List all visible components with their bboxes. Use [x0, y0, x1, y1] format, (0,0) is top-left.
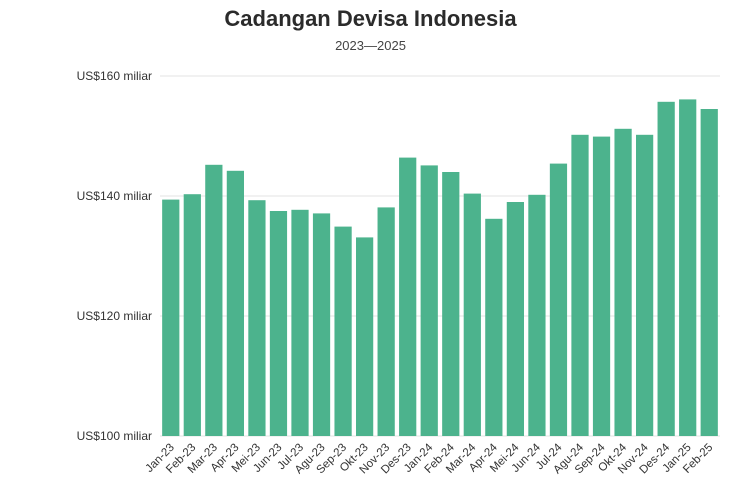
bar-feb-23 [183, 194, 201, 436]
bar-jan-24 [420, 165, 438, 436]
bar-nov-23 [377, 207, 395, 436]
bar-agu-24 [571, 134, 589, 437]
bar-feb-25 [700, 109, 718, 436]
y-tick-label: US$160 miliar [77, 69, 152, 83]
bar-jun-23 [269, 211, 288, 436]
y-tick-label: US$100 miliar [77, 429, 152, 443]
bar-apr-23 [226, 170, 244, 437]
bar-nov-24 [636, 134, 654, 437]
bar-agu-23 [312, 213, 331, 436]
chart-subtitle: 2023—2025 [335, 38, 406, 53]
bar-mar-24 [463, 193, 481, 436]
bars [162, 99, 718, 437]
bar-jun-24 [528, 194, 546, 436]
bar-apr-24 [485, 218, 503, 436]
bar-feb-24 [442, 172, 460, 436]
y-axis-ticks: US$100 miliar US$120 miliar US$140 miliar U… [77, 69, 152, 443]
bar-sep-23 [334, 226, 352, 436]
bar-jul-24 [549, 163, 568, 436]
bar-mei-23 [248, 200, 266, 436]
bar-okt-24 [614, 128, 632, 437]
bar-jan-25 [679, 99, 697, 437]
bar-jul-23 [291, 209, 309, 436]
bar-des-24 [657, 101, 675, 437]
y-tick-label: US$140 miliar [77, 189, 152, 203]
bar-okt-23 [356, 237, 374, 436]
bar-des-23 [399, 157, 417, 436]
bar-jan-23 [162, 199, 180, 436]
chart-title: Cadangan Devisa Indonesia [224, 6, 517, 31]
y-tick-label: US$120 miliar [77, 309, 152, 323]
bar-sep-24 [592, 136, 611, 436]
bar-mei-24 [506, 202, 524, 436]
x-axis-ticks: Jan-23Feb-23Mar-23Apr-23Mei-23Jun-23Jul-… [144, 441, 716, 476]
bar-mar-23 [205, 164, 223, 437]
